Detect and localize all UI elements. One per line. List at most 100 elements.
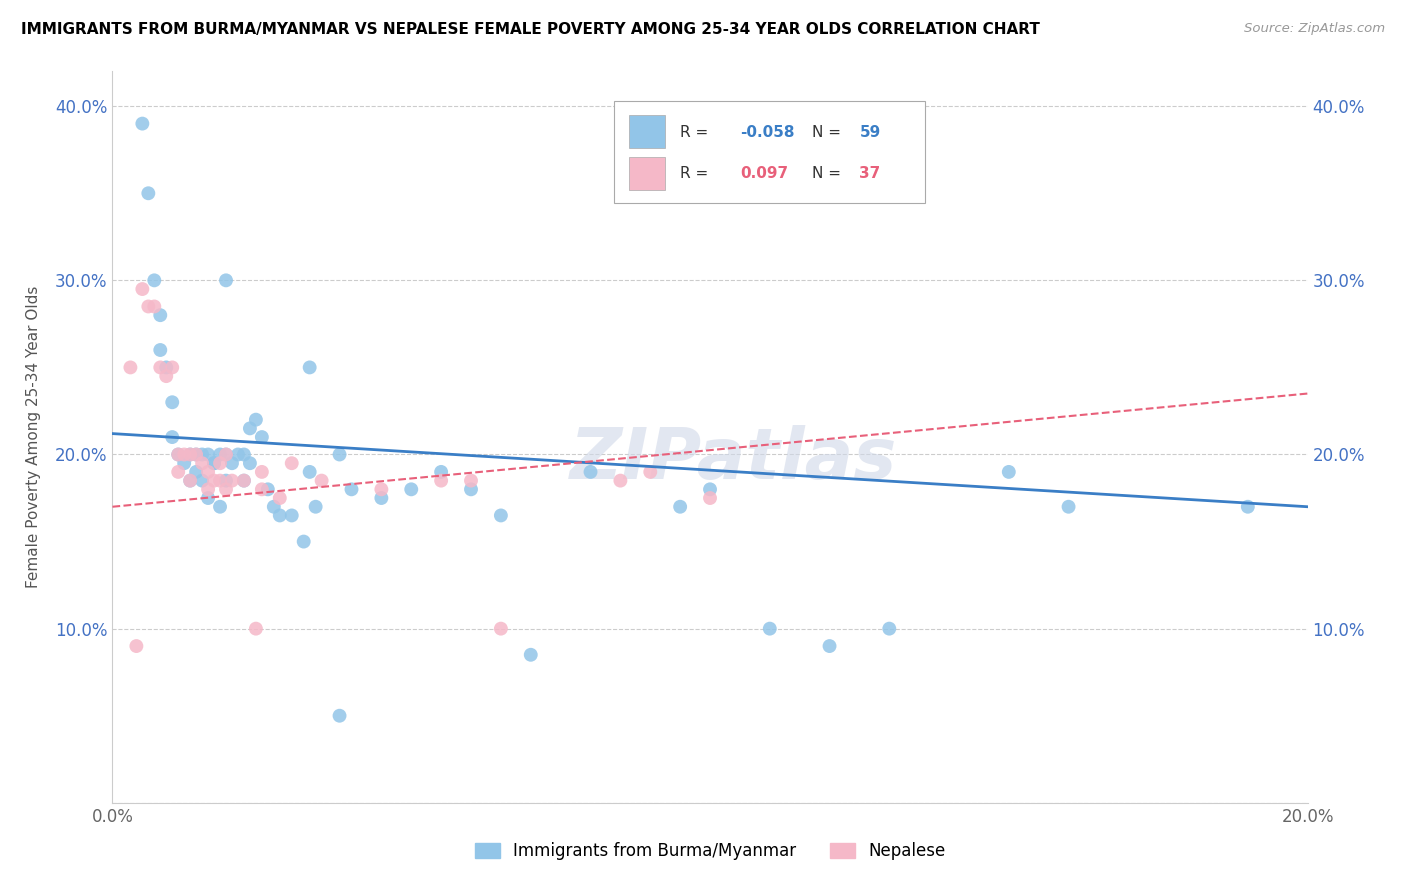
Point — [215, 474, 238, 488]
Point — [138, 300, 160, 314]
Point — [155, 360, 177, 375]
Point — [197, 448, 219, 462]
Point — [1237, 500, 1260, 514]
Text: IMMIGRANTS FROM BURMA/MYANMAR VS NEPALESE FEMALE POVERTY AMONG 25-34 YEAR OLDS C: IMMIGRANTS FROM BURMA/MYANMAR VS NEPALES… — [21, 22, 1040, 37]
Point — [250, 483, 273, 497]
Point — [209, 474, 232, 488]
Point — [489, 622, 512, 636]
Point — [245, 622, 267, 636]
Point — [167, 448, 190, 462]
Point — [209, 448, 232, 462]
Point — [401, 483, 423, 497]
Point — [818, 639, 841, 653]
Point — [143, 273, 166, 287]
Point — [215, 448, 238, 462]
Point — [250, 465, 273, 479]
Point — [292, 534, 315, 549]
FancyBboxPatch shape — [614, 101, 925, 203]
Point — [370, 491, 392, 505]
Point — [138, 186, 160, 201]
Point — [209, 456, 232, 470]
Point — [305, 500, 328, 514]
Point — [179, 474, 201, 488]
Point — [125, 639, 148, 653]
Point — [215, 448, 238, 462]
Point — [298, 465, 321, 479]
Point — [329, 708, 352, 723]
Point — [669, 500, 692, 514]
Point — [149, 360, 172, 375]
Point — [460, 483, 482, 497]
Point — [191, 456, 214, 470]
Point — [269, 508, 291, 523]
Point — [202, 474, 225, 488]
Point — [430, 465, 453, 479]
Point — [149, 308, 172, 322]
Legend: Immigrants from Burma/Myanmar, Nepalese: Immigrants from Burma/Myanmar, Nepalese — [475, 842, 945, 860]
Point — [239, 421, 262, 435]
Point — [197, 483, 219, 497]
Text: 0.097: 0.097 — [740, 166, 787, 181]
Text: R =: R = — [681, 166, 713, 181]
Point — [233, 474, 256, 488]
Point — [759, 622, 782, 636]
Point — [250, 430, 273, 444]
Point — [329, 448, 352, 462]
Point — [149, 343, 172, 357]
FancyBboxPatch shape — [628, 115, 665, 148]
Point — [1057, 500, 1080, 514]
Point — [879, 622, 901, 636]
Text: 59: 59 — [859, 125, 880, 139]
Text: R =: R = — [681, 125, 713, 139]
Point — [197, 491, 219, 505]
Point — [162, 360, 183, 375]
Point — [245, 412, 267, 426]
Text: Source: ZipAtlas.com: Source: ZipAtlas.com — [1244, 22, 1385, 36]
Point — [186, 448, 208, 462]
Point — [520, 648, 543, 662]
Point — [202, 456, 225, 470]
Point — [281, 508, 304, 523]
Point — [179, 474, 201, 488]
Point — [167, 465, 190, 479]
Point — [155, 369, 177, 384]
Point — [998, 465, 1021, 479]
Point — [173, 448, 195, 462]
Point — [186, 465, 208, 479]
Point — [226, 448, 249, 462]
Point — [120, 360, 142, 375]
Point — [311, 474, 333, 488]
Point — [233, 474, 256, 488]
Point — [239, 456, 262, 470]
Point — [191, 448, 214, 462]
Point — [131, 282, 153, 296]
Text: N =: N = — [811, 166, 845, 181]
Point — [281, 456, 304, 470]
FancyBboxPatch shape — [628, 157, 665, 190]
Y-axis label: Female Poverty Among 25-34 Year Olds: Female Poverty Among 25-34 Year Olds — [27, 286, 41, 588]
Point — [173, 456, 195, 470]
Point — [131, 117, 153, 131]
Point — [489, 508, 512, 523]
Point — [197, 465, 219, 479]
Point — [699, 491, 721, 505]
Point — [143, 300, 166, 314]
Point — [430, 474, 453, 488]
Text: -0.058: -0.058 — [740, 125, 794, 139]
Point — [609, 474, 631, 488]
Point — [340, 483, 363, 497]
Text: N =: N = — [811, 125, 845, 139]
Point — [162, 430, 183, 444]
Text: ZIPatlas: ZIPatlas — [571, 425, 897, 493]
Point — [209, 500, 232, 514]
Point — [263, 500, 285, 514]
Point — [215, 273, 238, 287]
Point — [269, 491, 291, 505]
Point — [162, 395, 183, 409]
Point — [179, 448, 201, 462]
Point — [221, 474, 243, 488]
Point — [640, 465, 662, 479]
Point — [370, 483, 392, 497]
Point — [215, 483, 238, 497]
Point — [699, 483, 721, 497]
